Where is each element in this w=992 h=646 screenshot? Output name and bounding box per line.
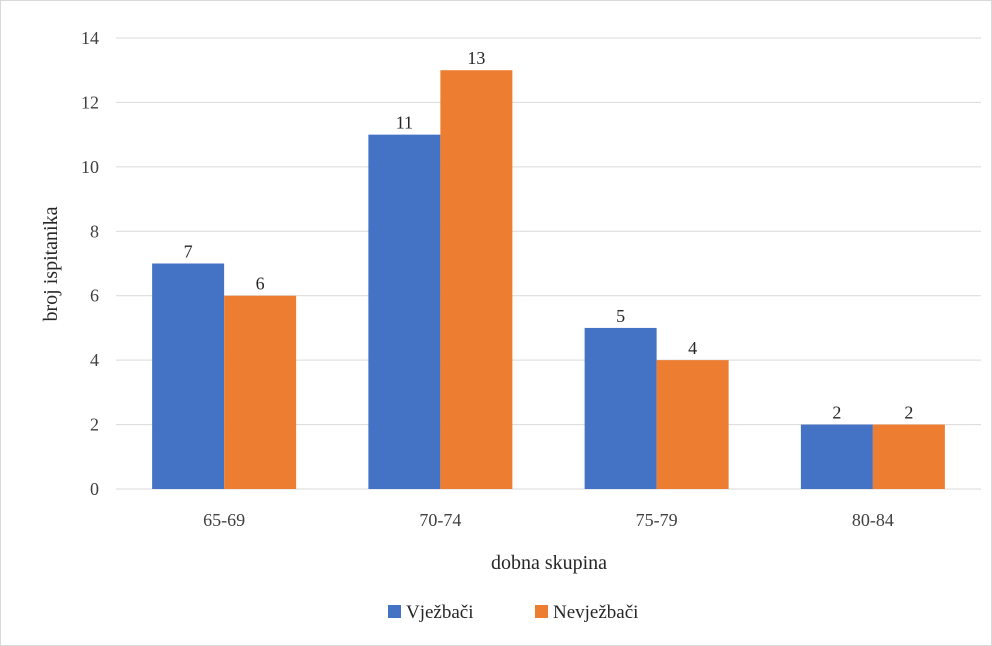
data-label: 13 — [467, 48, 485, 68]
legend-swatch — [388, 605, 401, 618]
bars — [152, 70, 945, 489]
x-axis-title: dobna skupina — [491, 552, 607, 574]
data-label: 5 — [616, 306, 625, 326]
bar-nevjezbaci — [872, 424, 945, 489]
y-tick-label: 10 — [81, 157, 99, 177]
y-tick-label: 6 — [90, 286, 99, 306]
data-label: 7 — [184, 242, 193, 262]
y-tick-label: 2 — [90, 415, 99, 435]
bar-vjezbaci — [152, 263, 225, 489]
bar-vjezbaci — [368, 134, 441, 489]
y-tick-label: 14 — [81, 28, 99, 48]
y-tick-label: 12 — [81, 92, 99, 112]
x-tick-label: 70-74 — [419, 510, 461, 530]
bar-nevjezbaci — [224, 295, 297, 489]
data-labels: 7 6 11 13 5 4 2 2 — [184, 48, 914, 422]
data-label: 11 — [396, 113, 413, 133]
data-label: 2 — [832, 403, 841, 423]
bar-vjezbaci — [800, 424, 873, 489]
legend-label: Nevježbači — [553, 602, 638, 623]
bar-vjezbaci — [584, 327, 657, 489]
legend-swatch — [535, 605, 548, 618]
bar-nevjezbaci — [656, 360, 729, 489]
x-axis-ticks: 65-69 70-74 75-79 80-84 — [203, 510, 894, 530]
x-tick-label: 80-84 — [852, 510, 894, 530]
x-tick-label: 65-69 — [203, 510, 245, 530]
y-axis-ticks: 0 2 4 6 8 10 12 14 — [81, 28, 99, 499]
x-tick-label: 75-79 — [636, 510, 678, 530]
legend: Vježbači Nevježbači — [388, 602, 638, 623]
bar-nevjezbaci — [440, 70, 513, 489]
data-label: 6 — [256, 274, 265, 294]
legend-label: Vježbači — [406, 602, 474, 623]
data-label: 4 — [688, 338, 697, 358]
y-tick-label: 4 — [90, 350, 99, 370]
y-axis-title: broj ispitanika — [40, 206, 62, 321]
y-tick-label: 0 — [90, 479, 99, 499]
y-tick-label: 8 — [90, 221, 99, 241]
data-label: 2 — [904, 403, 913, 423]
